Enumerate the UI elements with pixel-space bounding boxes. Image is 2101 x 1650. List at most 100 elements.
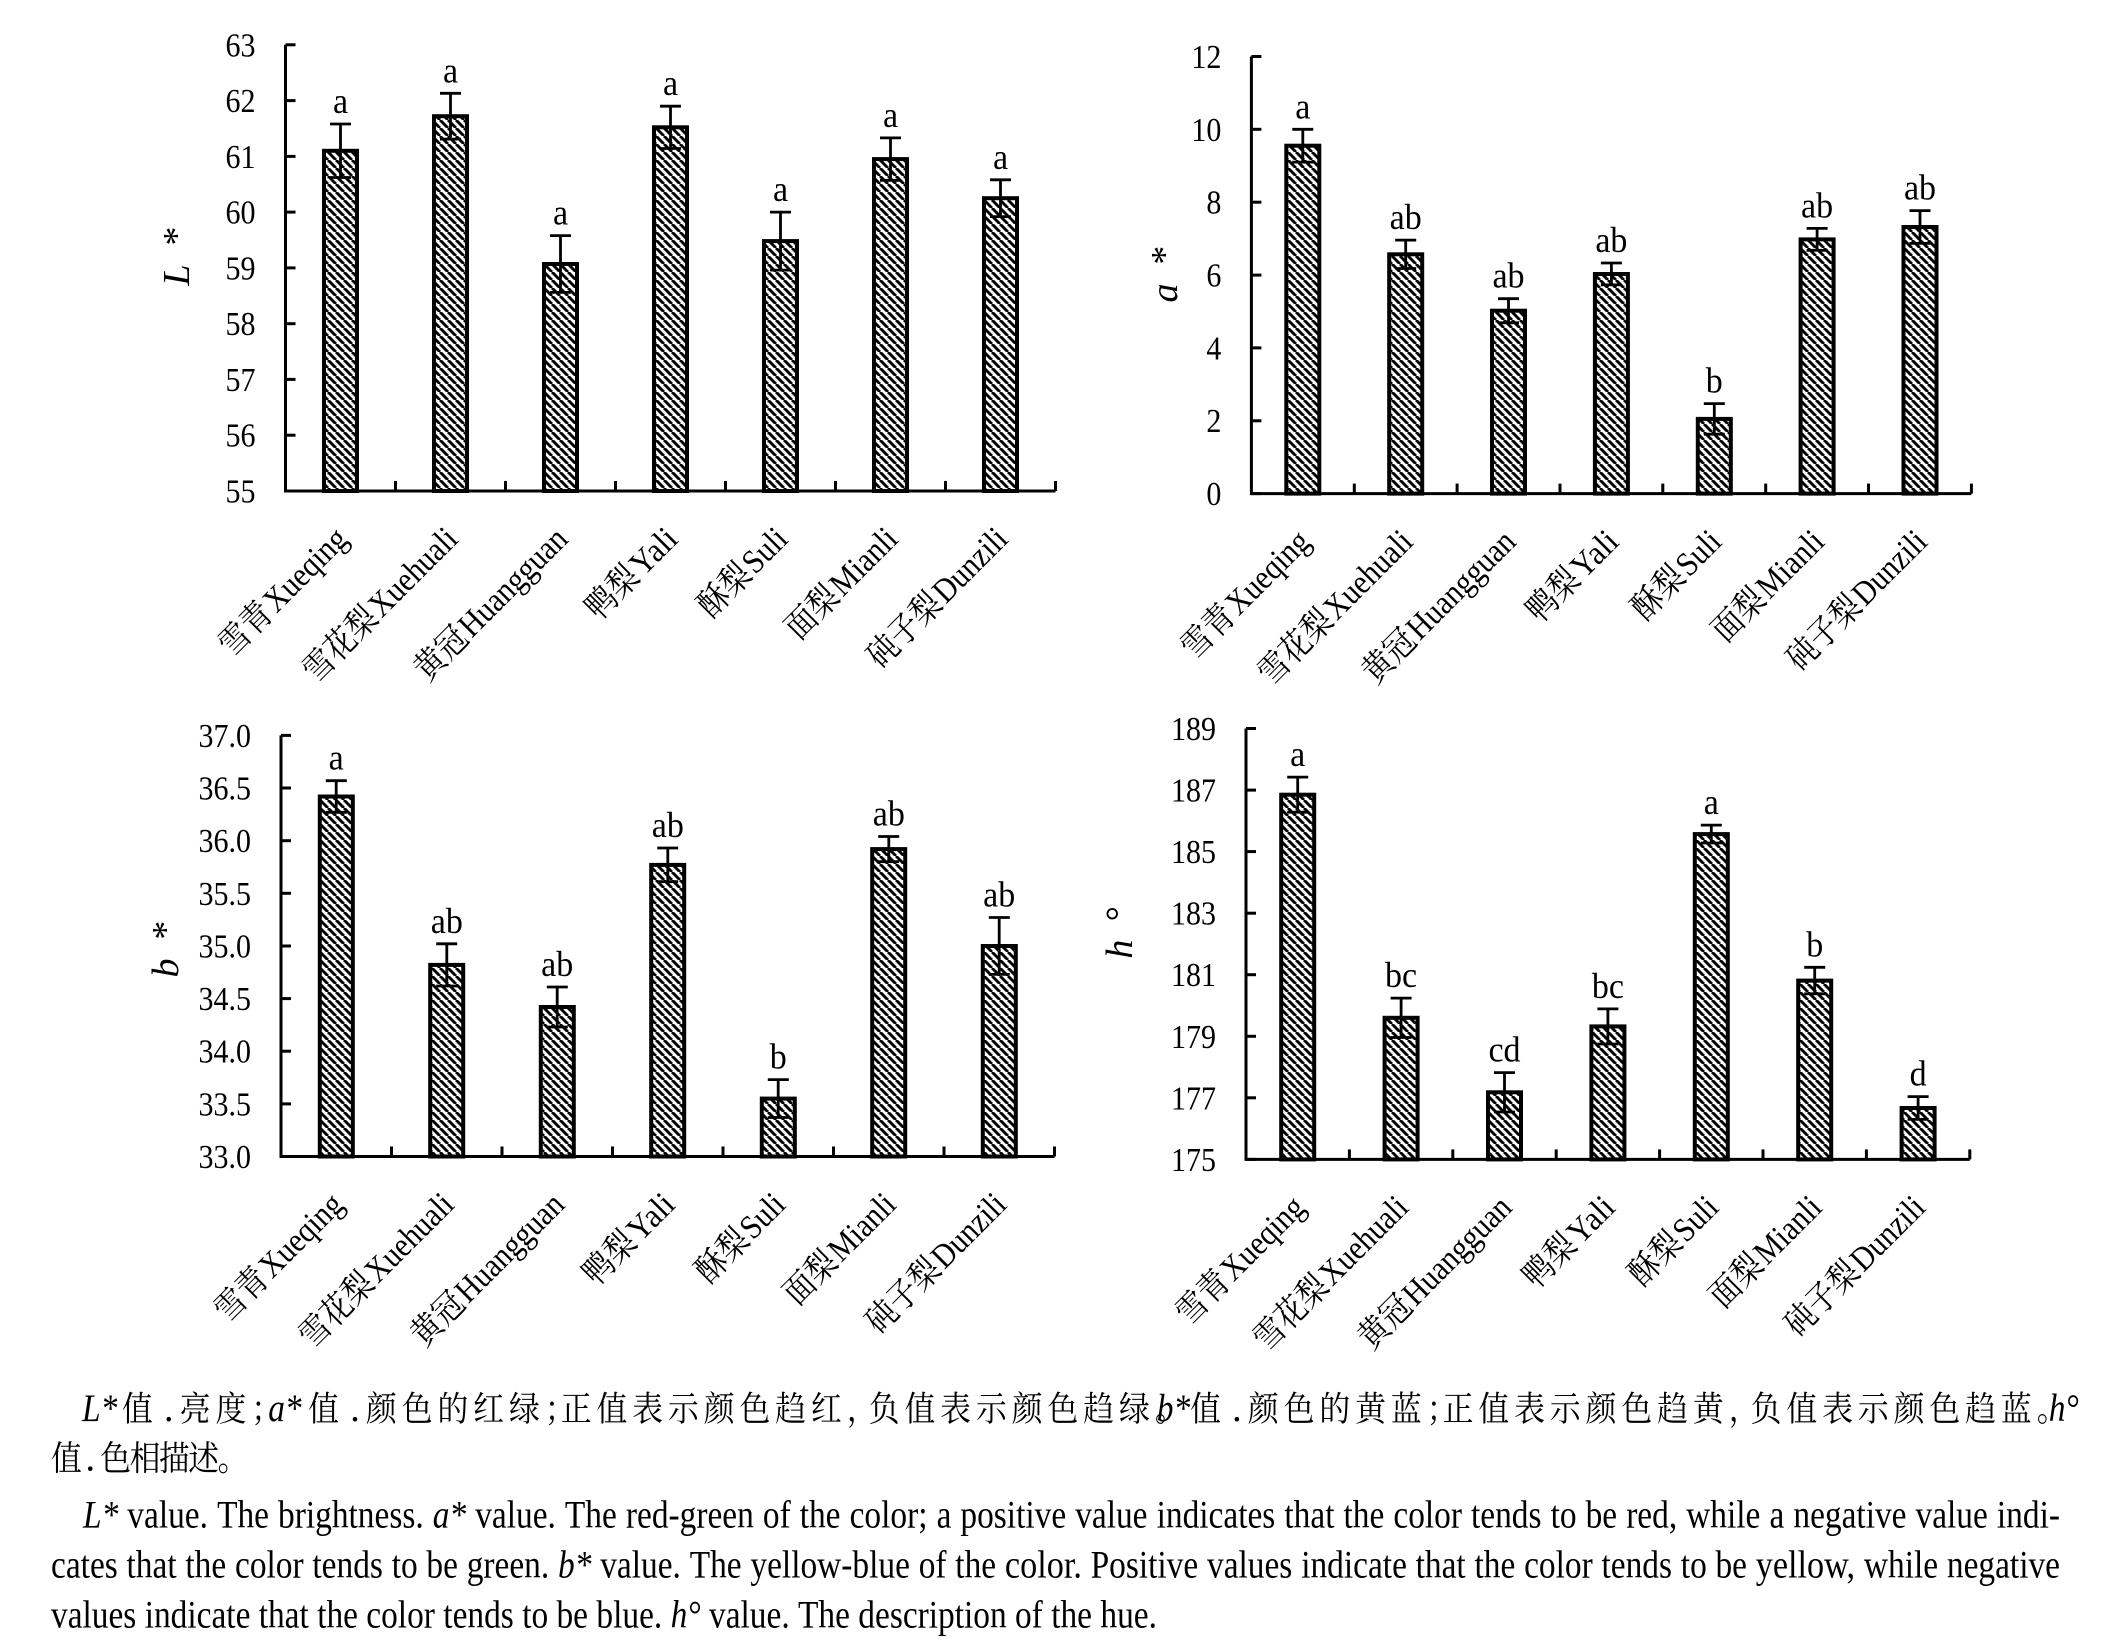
svg-text:12: 12 (1191, 39, 1221, 76)
svg-text:58: 58 (226, 306, 256, 343)
svg-text:ab: ab (652, 805, 684, 845)
svg-text:the: the (955, 1544, 996, 1587)
svg-text:tends: tends (1471, 1494, 1542, 1537)
svg-text:ab: ab (983, 875, 1015, 915)
svg-text:.: . (1232, 1387, 1242, 1430)
svg-text:a: a (1704, 782, 1719, 822)
svg-text:to: to (1551, 1494, 1577, 1537)
svg-text:tends: tends (443, 1594, 514, 1637)
svg-text:a: a (553, 193, 568, 233)
svg-text:that: that (259, 1594, 309, 1637)
svg-text:8: 8 (1206, 185, 1221, 222)
svg-text:brightness.: brightness. (278, 1494, 424, 1537)
svg-text:61: 61 (226, 139, 256, 176)
svg-text:181: 181 (1171, 957, 1216, 994)
svg-text:b: b (1806, 924, 1823, 964)
svg-text:177: 177 (1171, 1080, 1216, 1117)
svg-text:be: be (426, 1544, 458, 1587)
svg-text:L *: L * (156, 228, 198, 286)
svg-text:Positive: Positive (1091, 1544, 1199, 1587)
svg-text:a: a (773, 169, 788, 209)
svg-text:color.: color. (1005, 1544, 1082, 1587)
svg-text:10: 10 (1191, 112, 1221, 149)
svg-text:a: a (1290, 734, 1305, 774)
svg-text:62: 62 (226, 83, 256, 120)
svg-text:4: 4 (1206, 330, 1221, 367)
svg-text:color: color (235, 1544, 304, 1587)
svg-text:189: 189 (1171, 711, 1216, 748)
svg-text:.: . (85, 1437, 95, 1480)
svg-text:L*: L* (81, 1387, 118, 1430)
svg-text:34.5: 34.5 (199, 981, 252, 1018)
svg-text:a*: a* (433, 1494, 467, 1537)
svg-text:be: be (1716, 1544, 1748, 1587)
svg-text:tends: tends (312, 1544, 383, 1587)
svg-text:33.5: 33.5 (199, 1086, 252, 1123)
svg-text:the: the (185, 1544, 226, 1587)
svg-text:L*: L* (82, 1494, 119, 1537)
svg-text:55: 55 (226, 474, 256, 511)
svg-text:tends: tends (1602, 1544, 1673, 1587)
svg-text:indicates: indicates (1157, 1494, 1276, 1537)
svg-text:while: while (1864, 1544, 1938, 1587)
svg-text:a: a (937, 1494, 952, 1537)
svg-text:hue.: hue. (1100, 1594, 1157, 1637)
svg-text:59: 59 (226, 250, 256, 287)
svg-text:b: b (770, 1037, 787, 1077)
svg-text:The: The (798, 1594, 850, 1637)
svg-text:b*: b* (1157, 1387, 1191, 1430)
svg-text:value.: value. (600, 1544, 681, 1587)
svg-text:The: The (565, 1494, 617, 1537)
svg-text:36.5: 36.5 (199, 771, 252, 808)
svg-text:values: values (51, 1594, 136, 1637)
svg-text:h°: h° (2049, 1387, 2079, 1430)
svg-text:to: to (522, 1594, 548, 1637)
svg-text:color: color (1524, 1544, 1593, 1587)
svg-text:bc: bc (1592, 966, 1624, 1006)
svg-text:indicate: indicate (1301, 1544, 1407, 1587)
svg-text:h °: h ° (1099, 907, 1141, 958)
svg-text:value: value (1916, 1494, 1988, 1537)
svg-text:a: a (663, 63, 678, 103)
svg-text:ab: ab (1492, 256, 1524, 296)
svg-text:56: 56 (226, 418, 256, 455)
svg-text:35.0: 35.0 (199, 929, 252, 966)
svg-text:of: of (919, 1544, 947, 1587)
svg-text:a: a (1295, 86, 1310, 126)
svg-text:0: 0 (1206, 476, 1221, 513)
svg-text:color;: color; (850, 1494, 928, 1537)
svg-text:a: a (443, 50, 458, 90)
svg-text:color: color (366, 1594, 435, 1637)
svg-text:the: the (317, 1594, 358, 1637)
svg-text:179: 179 (1171, 1019, 1216, 1056)
svg-text:63: 63 (226, 27, 256, 64)
svg-text:a: a (1770, 1494, 1785, 1537)
svg-text:.: . (350, 1387, 360, 1430)
svg-text:a: a (329, 738, 344, 778)
svg-text:value.: value. (709, 1594, 790, 1637)
svg-text:.: . (164, 1387, 174, 1430)
svg-text:value.: value. (127, 1494, 208, 1537)
svg-text:indicate: indicate (145, 1594, 251, 1637)
svg-text:cates: cates (51, 1544, 118, 1587)
svg-text:h°: h° (671, 1594, 701, 1637)
svg-text:green.: green. (467, 1544, 550, 1587)
svg-text:ab: ab (1595, 220, 1627, 260)
svg-text:red-green: red-green (626, 1494, 754, 1537)
svg-text:The: The (690, 1544, 742, 1587)
svg-text:that: that (1416, 1544, 1466, 1587)
svg-text:of: of (1015, 1594, 1043, 1637)
svg-text:d: d (1910, 1054, 1927, 1094)
svg-text:ab: ab (431, 901, 463, 941)
svg-text:bc: bc (1385, 955, 1417, 995)
svg-text:34.0: 34.0 (199, 1034, 252, 1071)
svg-text:of: of (763, 1494, 791, 1537)
svg-text:ab: ab (1801, 185, 1833, 225)
svg-text:a: a (333, 81, 348, 121)
svg-text:60: 60 (226, 195, 256, 232)
svg-text:33.0: 33.0 (199, 1139, 252, 1176)
svg-text:a *: a * (1144, 247, 1186, 302)
svg-text:color: color (1393, 1494, 1462, 1537)
svg-text:183: 183 (1171, 896, 1216, 933)
svg-text:red,: red, (1626, 1494, 1677, 1537)
